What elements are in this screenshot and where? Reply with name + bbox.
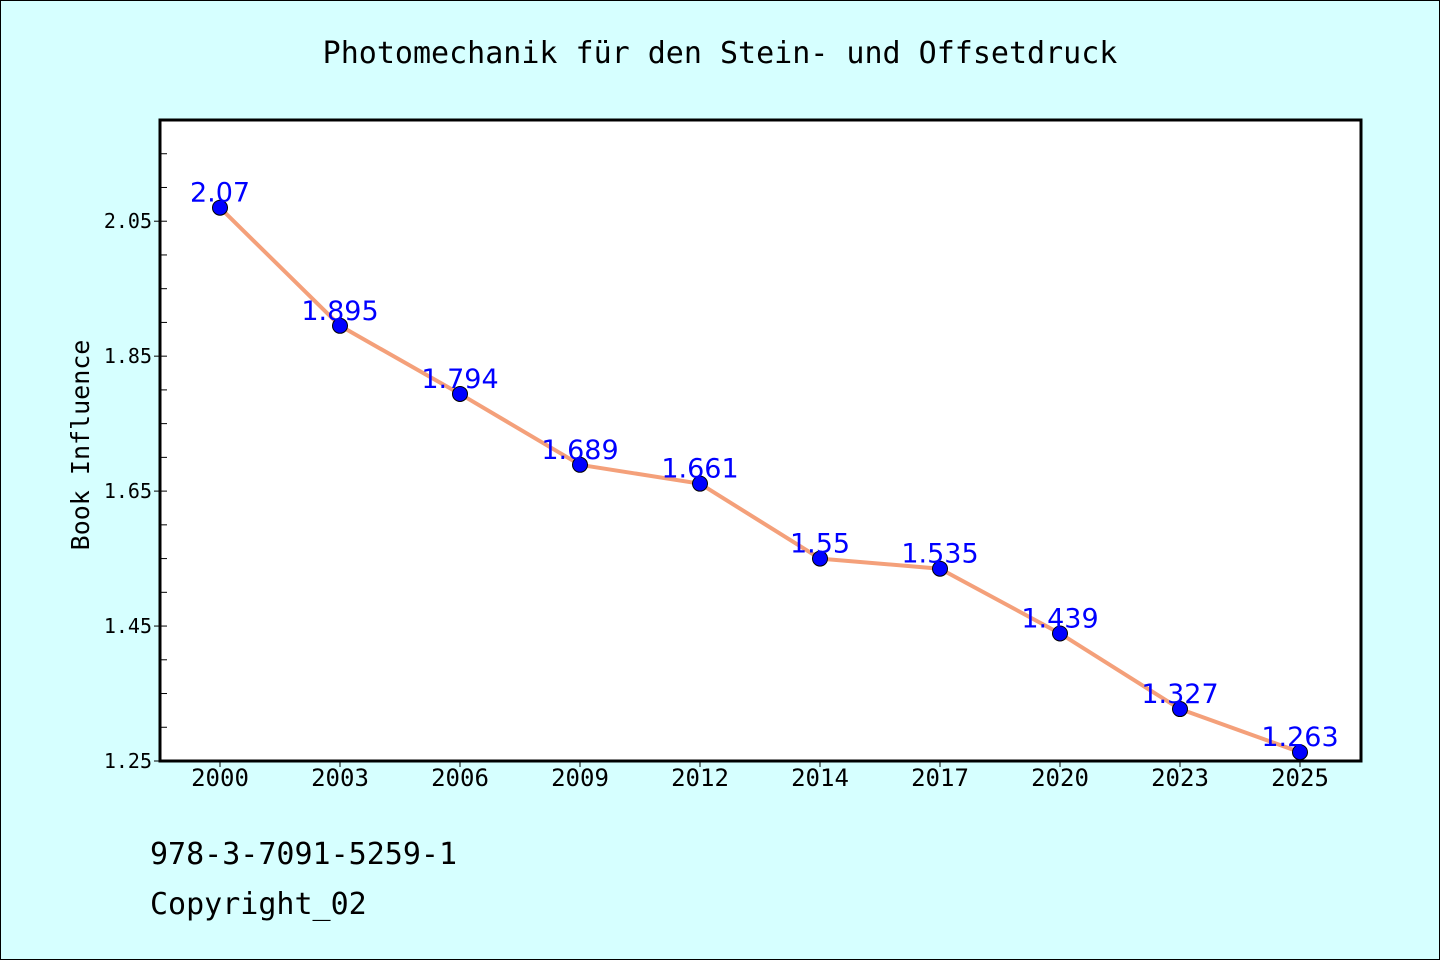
data-label: 1.439 xyxy=(1021,603,1098,634)
data-label: 1.535 xyxy=(901,539,978,570)
x-tick-label: 2014 xyxy=(791,764,849,792)
y-tick-label: 1.45 xyxy=(104,614,152,638)
data-label: 1.661 xyxy=(661,454,738,485)
x-tick-label: 2020 xyxy=(1031,764,1089,792)
y-axis-label: Book Influence xyxy=(66,340,95,551)
x-tick-label: 2003 xyxy=(311,764,369,792)
series-line-path xyxy=(218,206,1301,755)
data-label: 1.327 xyxy=(1141,679,1218,710)
data-label: 1.263 xyxy=(1261,722,1338,753)
x-tick-label: 2006 xyxy=(431,764,489,792)
data-label: 1.895 xyxy=(301,296,378,327)
isbn-text: 978-3-7091-5259-1 xyxy=(150,837,457,872)
data-point xyxy=(812,550,828,567)
data-label: 2.07 xyxy=(190,178,250,209)
data-point xyxy=(1172,701,1188,718)
x-tick-label: 2023 xyxy=(1151,764,1209,792)
x-tick-label: 2009 xyxy=(551,764,609,792)
data-point xyxy=(932,560,948,577)
data-point xyxy=(452,385,468,402)
y-tick-label: 1.25 xyxy=(104,749,152,773)
data-point xyxy=(1052,625,1068,642)
data-point xyxy=(692,475,708,492)
y-axis: 1.25 1.45 1.65 1.85 2.05 xyxy=(104,119,167,773)
x-tick-label: 2025 xyxy=(1271,764,1329,792)
copyright-text: Copyright_02 xyxy=(150,887,367,922)
x-axis: 2000 2003 2006 2009 2012 2014 2017 2020 2023 2025 xyxy=(191,761,1329,792)
x-tick-label: 2000 xyxy=(191,764,249,792)
x-tick-label: 2017 xyxy=(911,764,969,792)
data-label: 1.794 xyxy=(421,364,498,395)
x-tick-label: 2012 xyxy=(671,764,729,792)
data-point xyxy=(212,199,228,216)
plot-area xyxy=(158,118,1363,763)
y-tick-label: 2.05 xyxy=(104,209,152,233)
data-point xyxy=(332,317,348,334)
data-label: 1.689 xyxy=(541,435,618,466)
data-point xyxy=(1292,744,1308,761)
y-tick-label: 1.65 xyxy=(104,479,152,503)
data-label: 1.55 xyxy=(790,529,850,560)
chart-title: Photomechanik für den Stein- und Offsetd… xyxy=(323,36,1118,71)
data-point xyxy=(572,456,588,473)
y-tick-label: 1.85 xyxy=(104,344,152,368)
series-line: 2.07 1.895 1.794 1.689 1.661 1.55 1.535 1.439 1.… xyxy=(190,178,1339,761)
